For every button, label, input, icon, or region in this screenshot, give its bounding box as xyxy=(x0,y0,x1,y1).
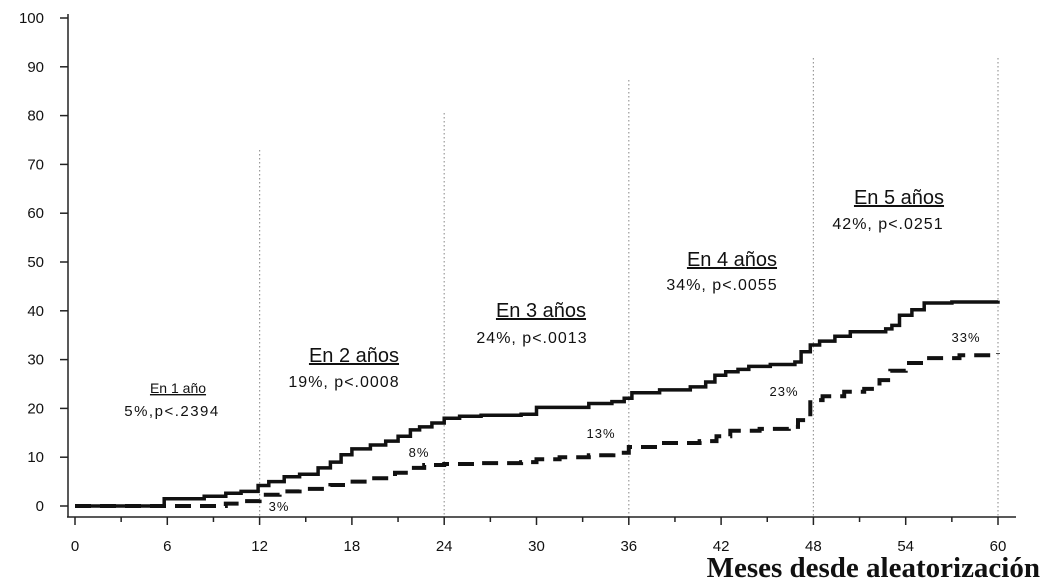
annotation-value-year-2: 19%, p<.0008 xyxy=(288,374,399,391)
axes: 0 10 20 30 40 50 60 70 80 90 100 0 6 12 18 24 30 36 42 48 5… xyxy=(19,10,1016,555)
annotation-value-year-5: 42%, p<.0251 xyxy=(832,216,943,233)
annotation-heading-year-2: En 2 años xyxy=(309,345,399,367)
x-tick-label: 6 xyxy=(163,538,171,555)
y-axis-ticks: 0 10 20 30 40 50 60 70 80 90 100 xyxy=(19,10,68,515)
y-tick-label: 90 xyxy=(27,59,44,76)
dashed-series-label: 3% xyxy=(269,499,290,514)
y-tick-label: 60 xyxy=(27,205,44,222)
series-line-solid xyxy=(75,300,1000,508)
x-tick-label: 0 xyxy=(71,538,79,555)
y-tick-label: 20 xyxy=(27,400,44,417)
y-tick-label: 10 xyxy=(27,449,44,466)
annotation-heading-year-1: En 1 año xyxy=(150,380,206,396)
annotations: En 1 año 5%,p<.2394 En 2 años 19%, p<.00… xyxy=(124,187,944,420)
annotation-heading-year-5: En 5 años xyxy=(854,187,944,209)
x-axis-label: Meses desde aleatorización xyxy=(707,552,1040,583)
annotation-value-year-4: 34%, p<.0055 xyxy=(666,277,777,294)
reference-lines xyxy=(259,58,999,517)
x-tick-label: 54 xyxy=(897,538,914,555)
x-tick-label: 42 xyxy=(713,538,730,555)
x-axis-ticks: 0 6 12 18 24 30 36 42 48 54 60 xyxy=(71,517,1007,555)
x-tick-label: 24 xyxy=(436,538,453,555)
y-tick-label: 80 xyxy=(27,108,44,125)
dashed-series-labels: 3% 8% 13% 23% 33% xyxy=(269,330,980,514)
x-tick-label: 60 xyxy=(990,538,1007,555)
x-tick-label: 36 xyxy=(620,538,637,555)
series-line-dashed xyxy=(75,353,1000,508)
x-tick-label: 48 xyxy=(805,538,822,555)
annotation-heading-year-4: En 4 años xyxy=(687,249,777,271)
annotation-value-year-1: 5%,p<.2394 xyxy=(124,403,220,420)
y-tick-label: 70 xyxy=(27,156,44,173)
x-tick-label: 18 xyxy=(344,538,361,555)
annotation-heading-year-3: En 3 años xyxy=(496,300,586,322)
dashed-series-label: 8% xyxy=(409,445,430,460)
series-lines xyxy=(75,300,1000,508)
y-tick-label: 30 xyxy=(27,352,44,369)
dashed-series-label: 23% xyxy=(769,384,798,399)
annotation-value-year-3: 24%, p<.0013 xyxy=(476,330,587,347)
dashed-series-label: 33% xyxy=(951,330,980,345)
y-tick-label: 50 xyxy=(27,254,44,271)
y-tick-label: 40 xyxy=(27,303,44,320)
x-tick-label: 12 xyxy=(251,538,268,555)
x-tick-label: 30 xyxy=(528,538,545,555)
dashed-series-label: 13% xyxy=(586,426,615,441)
y-tick-label: 100 xyxy=(19,10,44,27)
y-tick-label: 0 xyxy=(36,498,44,515)
